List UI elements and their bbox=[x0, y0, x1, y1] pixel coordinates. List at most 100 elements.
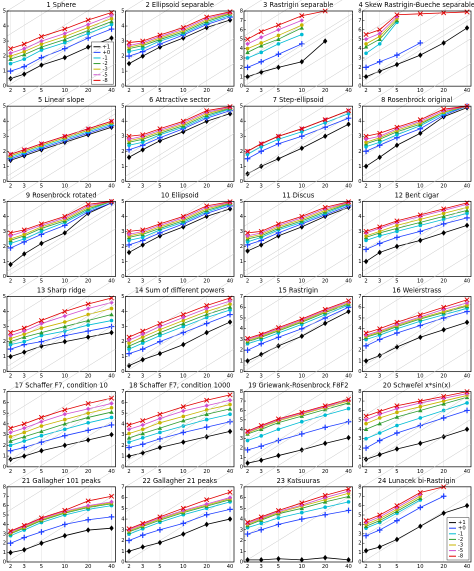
marker bbox=[8, 342, 13, 347]
marker bbox=[8, 353, 13, 360]
series-line bbox=[247, 113, 349, 155]
marker bbox=[62, 532, 68, 539]
reference-line bbox=[6, 393, 116, 462]
y-tick-label: 8 bbox=[358, 389, 361, 395]
marker bbox=[39, 223, 44, 228]
series-line bbox=[10, 314, 112, 342]
marker bbox=[227, 495, 233, 500]
series-line bbox=[247, 20, 302, 45]
reference-line bbox=[6, 13, 116, 82]
x-tick-label: 2 bbox=[127, 88, 130, 94]
x-tick-label: 20 bbox=[85, 183, 92, 189]
reference-line bbox=[243, 208, 353, 277]
x-tick-label: 3 bbox=[141, 279, 144, 285]
marker bbox=[126, 444, 132, 451]
marker bbox=[22, 57, 27, 61]
marker bbox=[62, 54, 68, 61]
marker bbox=[39, 326, 44, 330]
series-line bbox=[365, 105, 468, 143]
x-tick-label: 2 bbox=[246, 564, 249, 570]
marker bbox=[63, 320, 67, 324]
marker bbox=[377, 451, 382, 458]
marker bbox=[323, 120, 327, 125]
marker bbox=[109, 13, 114, 18]
marker bbox=[127, 440, 131, 444]
y-tick-label: 3 bbox=[358, 229, 361, 235]
marker bbox=[245, 438, 250, 443]
series-line bbox=[10, 332, 112, 358]
series-line bbox=[247, 206, 349, 252]
marker bbox=[377, 31, 382, 36]
marker bbox=[377, 36, 382, 41]
marker bbox=[38, 529, 45, 535]
marker bbox=[157, 425, 163, 430]
marker bbox=[8, 237, 13, 241]
marker bbox=[276, 233, 281, 239]
y-tick-label: 4 bbox=[3, 24, 7, 30]
marker bbox=[322, 117, 328, 123]
y-tick-label: 1 bbox=[121, 454, 124, 460]
marker bbox=[39, 62, 44, 68]
marker bbox=[322, 492, 328, 498]
marker bbox=[204, 497, 210, 503]
y-tick-label: 3 bbox=[358, 337, 361, 343]
marker bbox=[363, 36, 369, 42]
marker bbox=[275, 51, 282, 58]
x-tick-label: 40 bbox=[227, 564, 234, 570]
y-tick-label: 1 bbox=[3, 259, 6, 265]
marker bbox=[244, 64, 251, 71]
reference-line bbox=[243, 0, 303, 37]
marker bbox=[418, 220, 423, 225]
marker bbox=[259, 242, 264, 248]
marker bbox=[157, 44, 163, 50]
marker bbox=[394, 414, 400, 419]
y-tick-label: 4 bbox=[358, 427, 362, 433]
marker bbox=[417, 212, 423, 218]
marker bbox=[245, 41, 250, 47]
x-tick-label: 3 bbox=[378, 374, 381, 380]
series-line bbox=[128, 12, 231, 48]
marker bbox=[127, 341, 131, 345]
x-tick-label: 2 bbox=[127, 564, 130, 570]
marker bbox=[363, 417, 369, 423]
y-tick-label: 2 bbox=[358, 149, 361, 155]
marker bbox=[346, 111, 351, 116]
marker bbox=[8, 438, 13, 443]
series-line bbox=[365, 495, 421, 525]
y-tick-label: 0 bbox=[240, 464, 243, 470]
plot-frame bbox=[362, 105, 472, 182]
x-tick-label: 2 bbox=[127, 374, 130, 380]
plot-frame bbox=[125, 10, 235, 87]
plot-frame bbox=[243, 10, 353, 87]
chart-title: 10 Ellipsoid bbox=[161, 191, 199, 199]
marker bbox=[204, 417, 209, 422]
y-tick-label: 1 bbox=[3, 354, 6, 360]
marker bbox=[180, 404, 186, 410]
chart-title: 18 Schaffer F7, condition 1000 bbox=[129, 382, 230, 390]
reference-line bbox=[125, 113, 235, 182]
marker bbox=[417, 504, 424, 511]
marker bbox=[7, 245, 14, 251]
series-line bbox=[128, 413, 231, 443]
x-tick-label: 5 bbox=[40, 88, 43, 94]
y-tick-label: 2 bbox=[121, 339, 124, 345]
reference-line bbox=[243, 203, 353, 272]
marker bbox=[228, 302, 232, 306]
x-tick-label: 10 bbox=[417, 469, 424, 475]
y-tick-label: 7 bbox=[358, 399, 361, 405]
marker bbox=[299, 333, 305, 340]
marker bbox=[109, 16, 114, 21]
marker bbox=[62, 338, 68, 345]
series-line bbox=[247, 501, 349, 529]
marker bbox=[323, 413, 327, 417]
x-tick-label: 3 bbox=[141, 469, 144, 475]
marker bbox=[63, 40, 67, 45]
series-line bbox=[10, 397, 112, 429]
marker bbox=[157, 539, 163, 546]
series-line bbox=[247, 27, 302, 53]
marker bbox=[126, 435, 132, 440]
marker bbox=[158, 333, 162, 338]
marker bbox=[377, 224, 383, 230]
y-tick-label: 4 bbox=[3, 522, 7, 528]
